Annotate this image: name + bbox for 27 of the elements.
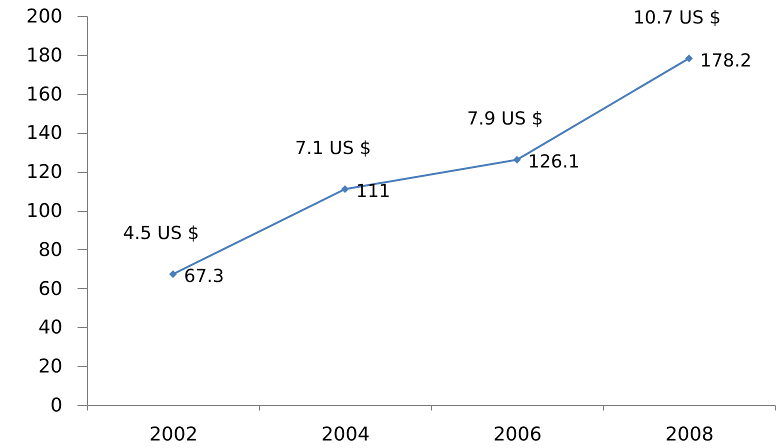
annotation: 10.7 US $ bbox=[633, 7, 721, 28]
y-tick-label: 0 bbox=[50, 394, 62, 416]
data-label: 178.2 bbox=[700, 50, 752, 72]
y-tick-label: 100 bbox=[26, 200, 62, 222]
point bbox=[341, 185, 349, 193]
data-label: 126.1 bbox=[528, 152, 580, 173]
x-tick-label: 2002 bbox=[149, 424, 198, 446]
point bbox=[169, 270, 177, 278]
y-tick-label: 140 bbox=[26, 122, 62, 144]
y-tick-label: 180 bbox=[26, 44, 62, 66]
x-tick-label: 2008 bbox=[665, 424, 714, 446]
y-tick-label: 80 bbox=[38, 238, 62, 261]
y-tick-label: 200 bbox=[26, 6, 62, 28]
point bbox=[685, 54, 693, 62]
annotation: 7.9 US $ bbox=[466, 108, 544, 130]
data-label: 111 bbox=[356, 181, 390, 202]
y-tick-label: 60 bbox=[38, 278, 62, 300]
x-tick-label: 2006 bbox=[493, 424, 542, 446]
x-tick-label: 2004 bbox=[321, 424, 370, 446]
y-tick-label: 20 bbox=[38, 356, 62, 378]
point bbox=[513, 156, 521, 164]
y-tick-label: 40 bbox=[38, 316, 62, 339]
y-tick-label: 160 bbox=[26, 83, 62, 106]
y-tick-label: 120 bbox=[26, 161, 62, 184]
annotation: 4.5 US $ bbox=[122, 223, 200, 244]
data-label: 67.3 bbox=[184, 266, 224, 288]
annotation: 7.1 US $ bbox=[294, 138, 372, 160]
